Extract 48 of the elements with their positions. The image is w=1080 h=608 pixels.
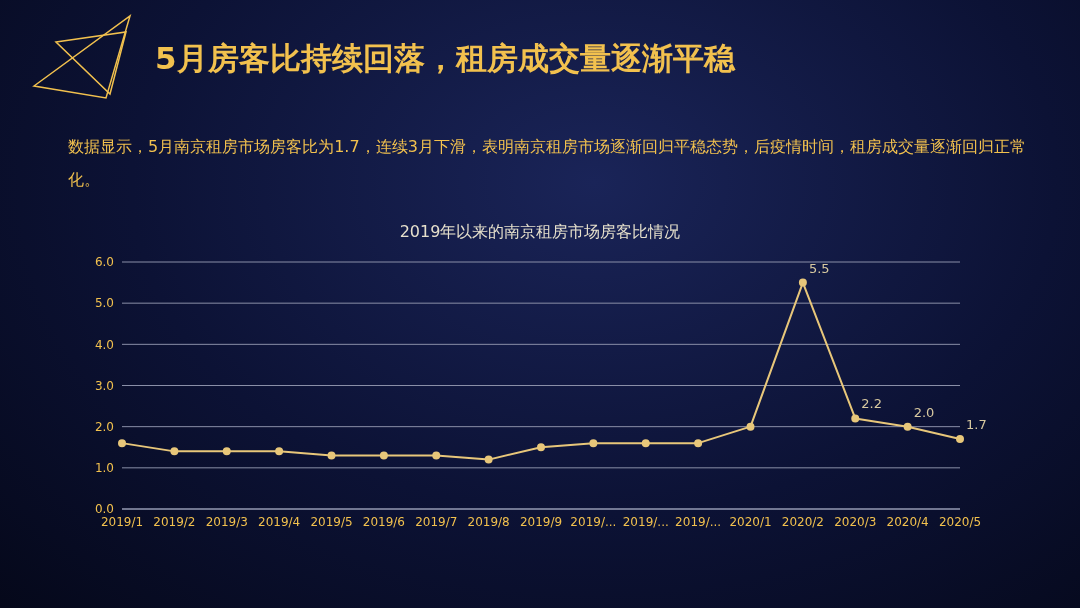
point: [903, 422, 912, 431]
point: [170, 447, 179, 456]
x-tick-label: 2019/...: [622, 514, 669, 529]
point: [641, 439, 650, 448]
x-tick-label: 2019/9: [519, 514, 563, 529]
x-tick-label: 2019/...: [675, 514, 722, 529]
y-tick-label: 0.0: [94, 502, 114, 517]
point: [746, 422, 755, 431]
data-label: 2.0: [913, 404, 935, 420]
data-label: 1.7: [966, 417, 987, 433]
point: [275, 447, 284, 456]
x-tick-label: 2019/4: [258, 514, 301, 529]
text: 2019年以来的南京租房市场房客比情况: [398, 222, 682, 243]
x-tick-label: 2019/3: [205, 514, 248, 529]
x-tick-label: 2019/7: [415, 514, 458, 529]
point: [118, 439, 126, 448]
point: [222, 447, 231, 456]
x-tick-label: 2020/2: [781, 514, 824, 529]
point: [379, 451, 388, 460]
data-label: 2.2: [861, 396, 882, 412]
x-tick-label: 2020/1: [729, 514, 772, 529]
point: [537, 443, 545, 452]
y-tick-label: 4.0: [94, 337, 114, 352]
x-tick-label: 2020/5: [938, 514, 982, 529]
chart-subtitle: 数据显示，5月南京租房市场房客比为1.7，连续3月下滑，表明南京租房市场逐渐回归平稳态势，后疫情时间，租房成交量逐渐回归正常化。: [68, 136, 1027, 191]
point: [484, 455, 493, 464]
y-tick-label: 1.0: [94, 461, 114, 476]
point: [956, 435, 964, 444]
x-tick-label: 2020/3: [834, 514, 877, 529]
chart-title: 5月房客比持续回落，租房成交量逐渐平稳: [155, 39, 735, 78]
y-tick-label: 3.0: [94, 378, 114, 393]
point: [432, 451, 441, 460]
x-tick-label: 2019/6: [362, 514, 405, 529]
x-tick-label: 2019/...: [570, 514, 617, 529]
x-tick-label: 2019/5: [310, 514, 353, 529]
y-tick-label: 5.0: [94, 296, 114, 311]
data-label: 5.5: [808, 260, 830, 276]
x-tick-label: 2019/1: [100, 514, 144, 529]
x-tick-label: 2020/4: [886, 514, 929, 529]
point: [589, 439, 598, 448]
point: [798, 278, 807, 287]
x-tick-label: 2019/8: [467, 514, 510, 529]
point: [694, 439, 703, 448]
point: [851, 414, 860, 423]
y-tick-label: 6.0: [94, 255, 114, 270]
x-tick-label: 2019/2: [153, 514, 196, 529]
point: [327, 451, 336, 460]
y-tick-label: 2.0: [94, 419, 114, 434]
